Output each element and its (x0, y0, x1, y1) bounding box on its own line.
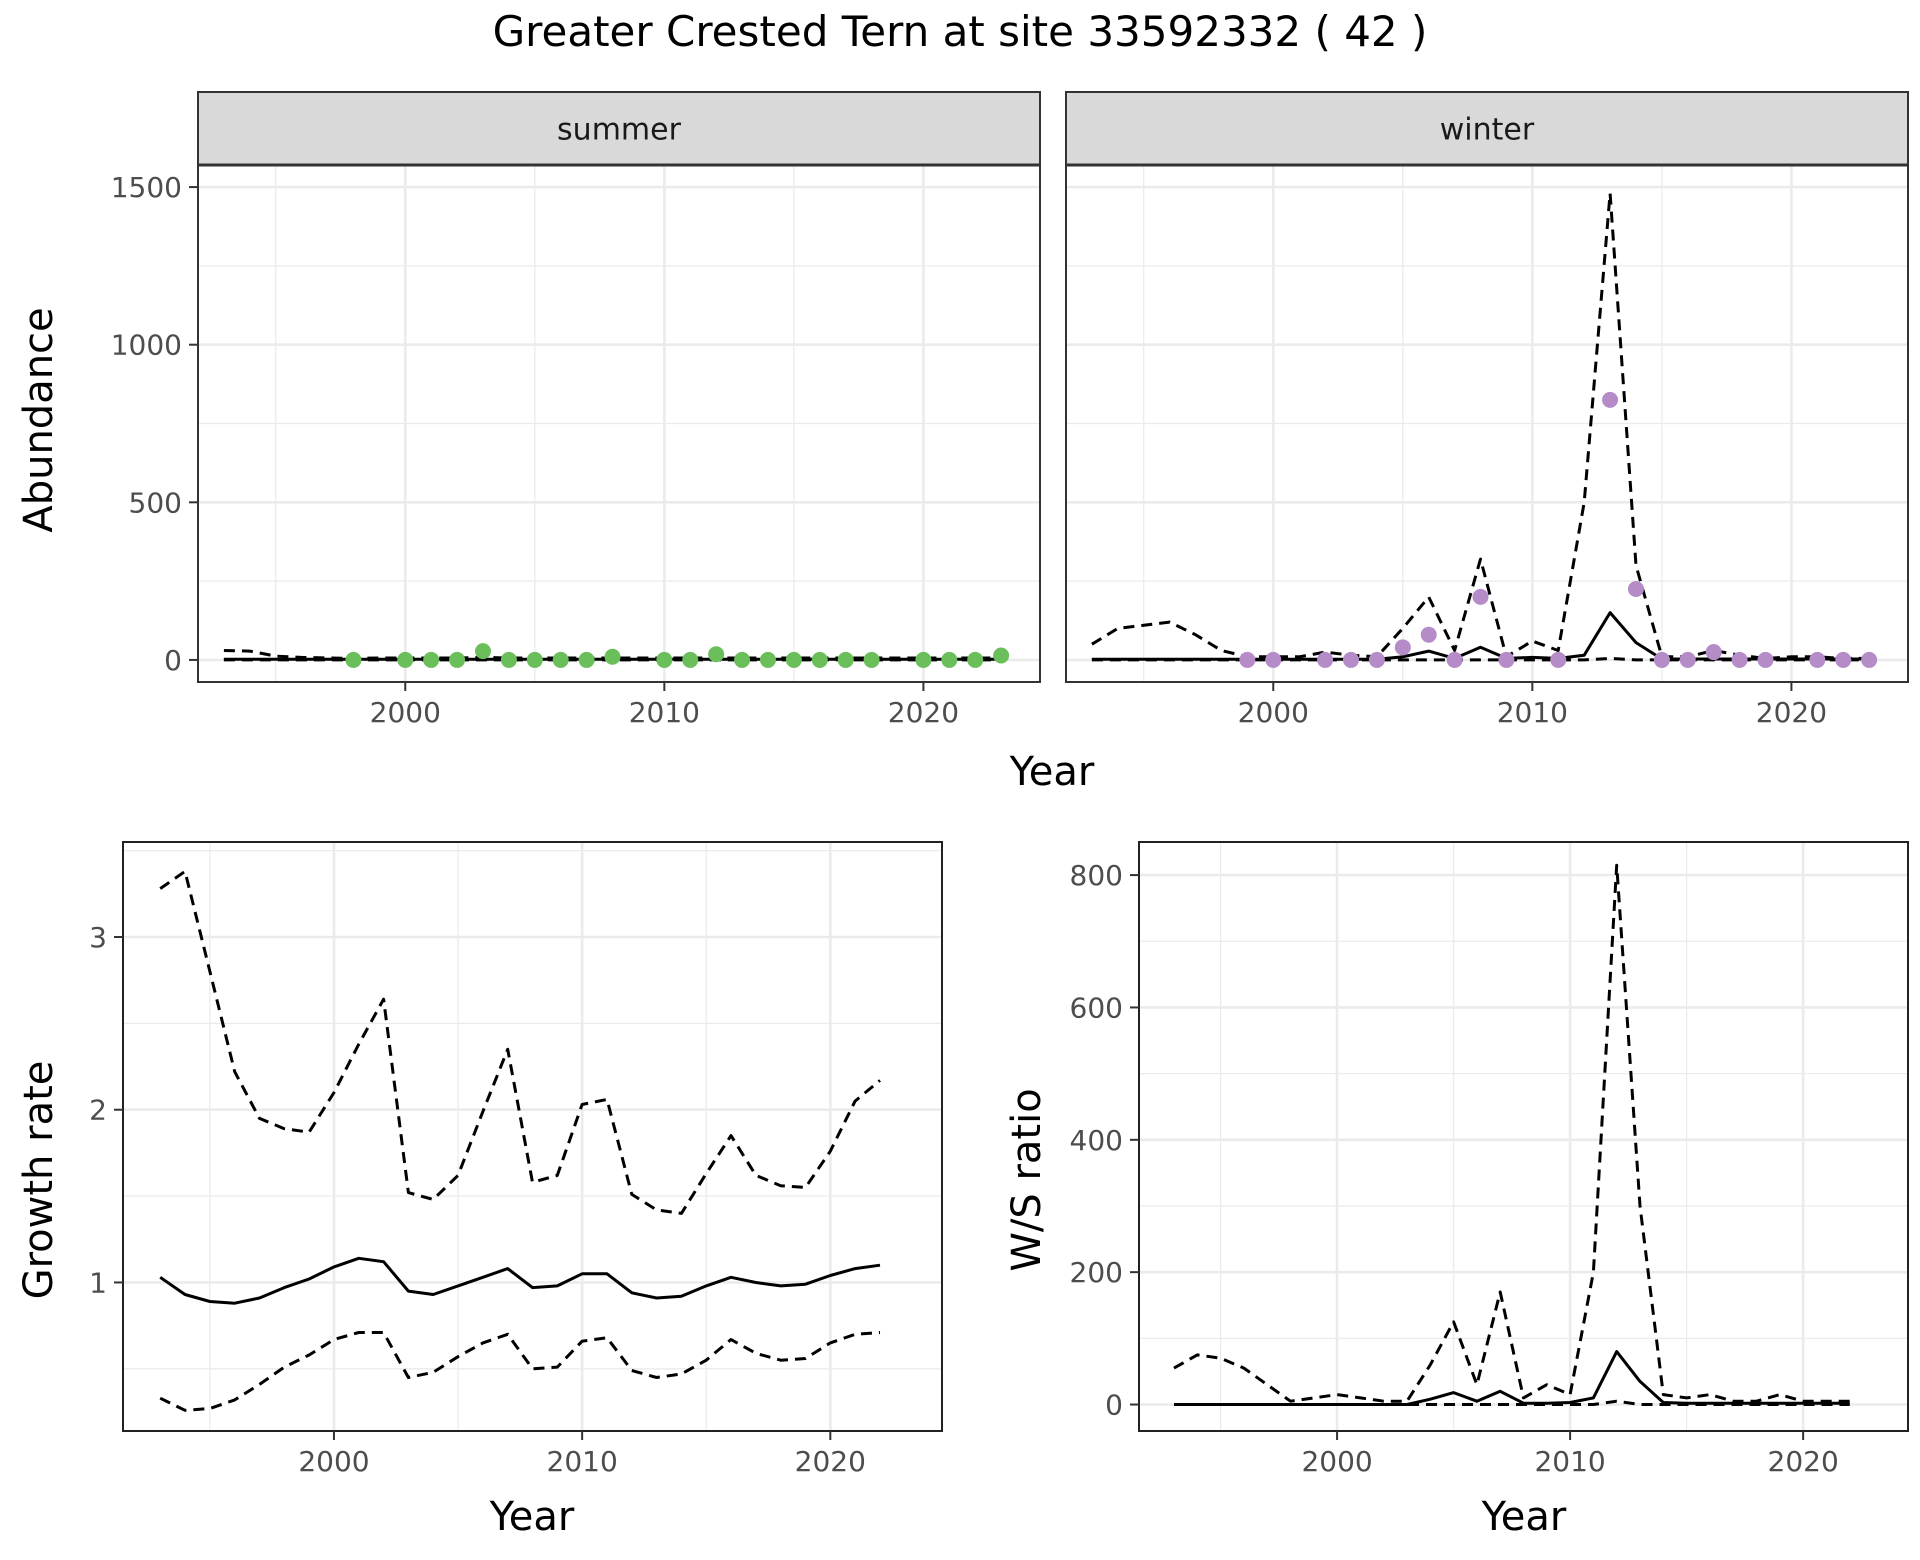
plot-background (1139, 842, 1908, 1431)
y-tick-label: 1000 (111, 329, 182, 362)
y-tick-label: 3 (89, 921, 107, 954)
facet-label-winter: winter (1440, 113, 1535, 148)
y-tick-label: 0 (1105, 1389, 1123, 1422)
y-tick-label: 1500 (111, 171, 182, 204)
y-tick-label: 200 (1070, 1256, 1123, 1289)
data-point (1679, 651, 1696, 668)
y-tick-label: 2 (89, 1094, 107, 1127)
facet-strip (197, 91, 1041, 166)
series-line-lower (159, 1331, 881, 1412)
data-point (1472, 588, 1489, 605)
panel-winter: winter 2000 2010 2020 (1065, 91, 1909, 729)
data-point (1394, 639, 1411, 656)
data-point (1731, 651, 1748, 668)
data-point (1498, 651, 1515, 668)
data-point (682, 651, 699, 668)
y-tick-label: 0 (164, 644, 182, 677)
data-point (759, 651, 776, 668)
data-point (1420, 626, 1437, 643)
data-point (578, 651, 595, 668)
data-point (1809, 651, 1826, 668)
data-point (1861, 651, 1878, 668)
series-line-estimate (159, 1256, 881, 1305)
panel-border (1138, 841, 1909, 1432)
data-point (1265, 651, 1282, 668)
data-point (474, 643, 491, 660)
chart-title: Greater Crested Tern at site 33592332 ( … (493, 7, 1428, 56)
data-point (1653, 651, 1670, 668)
x-tick-label: 2000 (370, 696, 441, 729)
data-point (449, 651, 466, 668)
data-point (526, 651, 543, 668)
growth-x-axis-title: Year (489, 1494, 575, 1540)
data-point (1342, 651, 1359, 668)
data-point (1835, 651, 1852, 668)
data-point (1705, 644, 1722, 661)
panel-growth: 2000 2010 2020 1 2 3 (89, 841, 943, 1478)
top-y-axis-title: Abundance (16, 307, 62, 532)
data-point (967, 651, 984, 668)
x-tick-label: 2010 (629, 696, 700, 729)
x-tick-label: 2010 (1497, 696, 1568, 729)
data-point (785, 651, 802, 668)
data-point (500, 651, 517, 668)
series-line-lower (1174, 1399, 1850, 1406)
data-point (345, 651, 362, 668)
data-point (941, 651, 958, 668)
y-tick-label: 600 (1070, 991, 1123, 1024)
plot-background (123, 842, 942, 1431)
data-point (811, 651, 828, 668)
gridlines (123, 842, 942, 1431)
x-tick-label: 2020 (1756, 696, 1827, 729)
data-point (837, 651, 854, 668)
data-point (1550, 651, 1567, 668)
data-point (1627, 581, 1644, 598)
data-point (1368, 651, 1385, 668)
growth-y-axis-title: Growth rate (16, 1061, 62, 1300)
x-tick-label: 2000 (298, 1445, 369, 1478)
series-line-upper (1173, 863, 1850, 1403)
data-point (1446, 651, 1463, 668)
x-tick-label: 2020 (1768, 1445, 1839, 1478)
data-point (1239, 651, 1256, 668)
data-point (1317, 651, 1334, 668)
y-tick-label: 1 (89, 1266, 107, 1299)
x-tick-label: 2020 (795, 1445, 866, 1478)
data-point (656, 651, 673, 668)
data-point (708, 646, 725, 663)
data-point (993, 647, 1010, 664)
x-tick-label: 2010 (547, 1445, 618, 1478)
x-tick-label: 2000 (1238, 696, 1309, 729)
facet-label-summer: summer (557, 113, 682, 148)
y-tick-label: 400 (1070, 1124, 1123, 1157)
y-tick-label: 800 (1070, 859, 1123, 892)
data-point (1602, 391, 1619, 408)
panel-ws_ratio: 2000 2010 2020 0 200 400 600 800 (1070, 841, 1909, 1478)
y-tick-label: 500 (129, 486, 182, 519)
data-point (734, 651, 751, 668)
x-tick-label: 2020 (888, 696, 959, 729)
data-point (423, 651, 440, 668)
x-tick-label: 2010 (1534, 1445, 1605, 1478)
ratio-x-axis-title: Year (1481, 1494, 1567, 1540)
ratio-y-axis-title: W/S ratio (1004, 1088, 1050, 1271)
data-point (915, 651, 932, 668)
panel-border (122, 841, 943, 1432)
data-point (1757, 651, 1774, 668)
series-line-upper (159, 869, 881, 1215)
top-x-axis-title: Year (1009, 749, 1095, 795)
x-tick-label: 2000 (1301, 1445, 1372, 1478)
data-point (604, 648, 621, 665)
data-point (397, 651, 414, 668)
data-point (552, 651, 569, 668)
data-point (863, 651, 880, 668)
panel-summer: summer 2000 2010 2020 0 500 1000 1500 (111, 91, 1041, 729)
facet-strip (1065, 91, 1909, 166)
